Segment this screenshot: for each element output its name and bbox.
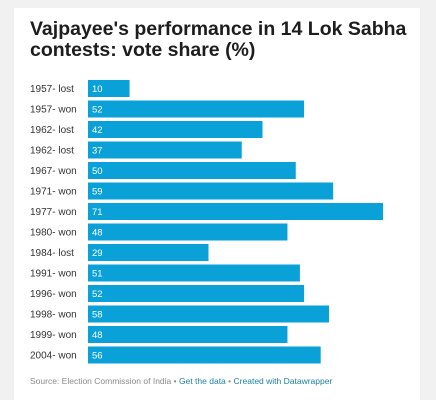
category-label: 1957- won xyxy=(30,105,77,116)
bar[interactable] xyxy=(88,285,305,302)
bar[interactable] xyxy=(88,305,329,323)
bar-value-label: 52 xyxy=(92,289,103,300)
bar[interactable] xyxy=(88,326,288,343)
chart-card: Vajpayee's performance in 14 Lok Sabha c… xyxy=(14,8,420,400)
category-label: 1977- won xyxy=(30,207,77,218)
bar-value-label: 56 xyxy=(92,351,103,362)
bar[interactable] xyxy=(88,223,288,241)
bar[interactable] xyxy=(88,121,263,138)
category-label: 1980- won xyxy=(30,228,77,239)
bar[interactable] xyxy=(88,244,209,261)
bar[interactable] xyxy=(88,80,130,97)
category-label: 1996- won xyxy=(30,289,77,300)
bar-chart: 1957- lost 10 1957- won 52 1962- lost 42 1962-… xyxy=(30,80,383,364)
chart-title: Vajpayee's performance in 14 Lok Sabha c… xyxy=(30,18,407,61)
bar-value-label: 50 xyxy=(92,166,103,177)
bar[interactable] xyxy=(88,203,383,220)
bar[interactable] xyxy=(88,162,296,179)
bar-value-label: 51 xyxy=(92,269,103,280)
bar-value-label: 48 xyxy=(92,330,103,341)
bar[interactable] xyxy=(88,346,321,364)
category-label: 1962- lost xyxy=(30,146,74,157)
bar[interactable] xyxy=(88,182,334,200)
bar-value-label: 37 xyxy=(92,146,103,157)
footer-separator: • xyxy=(228,376,232,386)
datawrapper-link[interactable]: Created with Datawrapper xyxy=(233,376,333,386)
category-label: 1998- won xyxy=(30,310,77,321)
get-data-link[interactable]: Get the data xyxy=(179,376,226,386)
footer-separator: • xyxy=(173,376,177,386)
bar-value-label: 10 xyxy=(92,84,103,95)
category-label: 1991- won xyxy=(30,269,77,280)
category-label: 1962- lost xyxy=(30,125,74,136)
bar-value-label: 29 xyxy=(92,248,103,259)
category-label: 1984- lost xyxy=(30,248,74,259)
bar-value-label: 59 xyxy=(92,187,103,198)
source-note: Source: Election Commission of India xyxy=(30,376,172,386)
category-label: 1999- won xyxy=(30,330,77,341)
bar[interactable] xyxy=(88,141,242,159)
chart-footer: Source: Election Commission of India • G… xyxy=(30,376,332,386)
bar-value-label: 52 xyxy=(92,105,103,116)
category-label: 1971- won xyxy=(30,187,77,198)
bar-value-label: 48 xyxy=(92,228,103,239)
bar-value-label: 58 xyxy=(92,310,103,321)
category-label: 1957- lost xyxy=(30,84,74,95)
bar[interactable] xyxy=(88,100,305,118)
bar[interactable] xyxy=(88,264,300,282)
bar-value-label: 42 xyxy=(92,125,103,136)
category-label: 2004- won xyxy=(30,351,77,362)
bar-value-label: 71 xyxy=(92,207,103,218)
category-label: 1967- won xyxy=(30,166,77,177)
